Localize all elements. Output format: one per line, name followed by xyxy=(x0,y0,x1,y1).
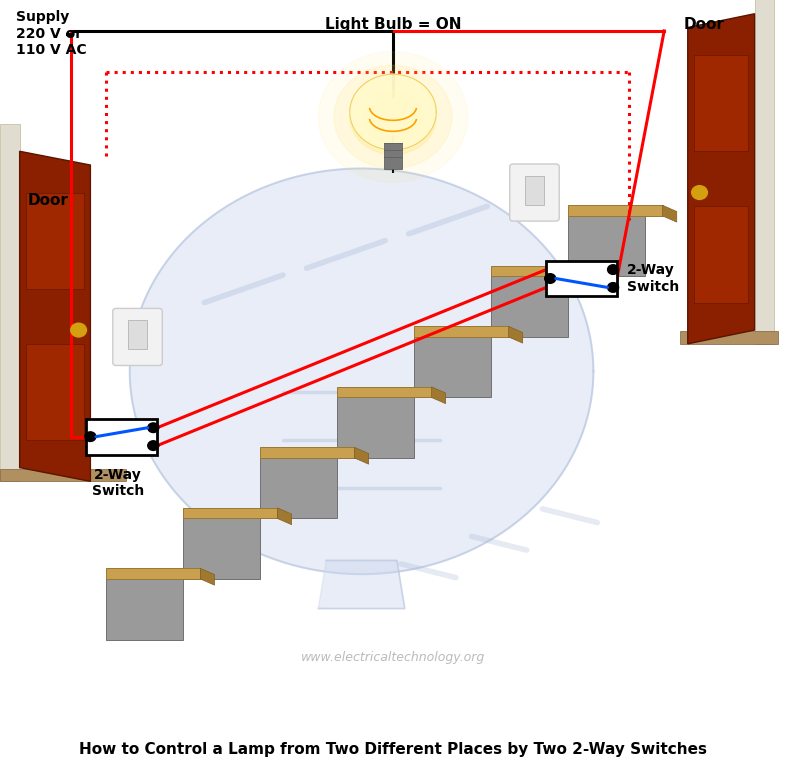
Text: Staircase Wiring Circuit Diagram: Staircase Wiring Circuit Diagram xyxy=(187,697,599,717)
Polygon shape xyxy=(318,560,405,608)
Circle shape xyxy=(545,274,556,284)
Circle shape xyxy=(350,79,436,155)
Polygon shape xyxy=(200,569,215,585)
Bar xyxy=(546,260,617,296)
Polygon shape xyxy=(26,193,84,289)
Text: 2-Way
Switch: 2-Way Switch xyxy=(92,469,144,499)
Bar xyxy=(525,176,544,205)
Circle shape xyxy=(148,423,159,433)
Polygon shape xyxy=(0,469,126,481)
Text: 2-Way
Switch: 2-Way Switch xyxy=(627,263,679,294)
Polygon shape xyxy=(260,448,354,458)
Polygon shape xyxy=(663,205,677,222)
Polygon shape xyxy=(0,124,20,481)
Text: Supply
220 V or
110 V AC: Supply 220 V or 110 V AC xyxy=(16,10,86,57)
Circle shape xyxy=(71,323,86,337)
Circle shape xyxy=(608,283,619,292)
Polygon shape xyxy=(277,508,292,524)
Polygon shape xyxy=(20,152,90,481)
Polygon shape xyxy=(183,518,260,579)
Polygon shape xyxy=(260,458,337,518)
Circle shape xyxy=(692,186,707,200)
Polygon shape xyxy=(183,508,277,518)
Polygon shape xyxy=(491,277,568,337)
Circle shape xyxy=(608,265,619,274)
Circle shape xyxy=(148,441,159,451)
Polygon shape xyxy=(680,332,778,343)
Text: Light Bulb = ON: Light Bulb = ON xyxy=(325,17,461,32)
Polygon shape xyxy=(414,326,509,337)
Text: How to Control a Lamp from Two Different Places by Two 2-Way Switches: How to Control a Lamp from Two Different… xyxy=(79,742,707,757)
Bar xyxy=(384,143,402,169)
Polygon shape xyxy=(106,579,183,639)
Circle shape xyxy=(363,91,423,143)
Text: www.electricaltechnology.org: www.electricaltechnology.org xyxy=(301,650,485,664)
Polygon shape xyxy=(130,169,593,574)
Polygon shape xyxy=(755,0,774,343)
Bar xyxy=(128,320,147,350)
Polygon shape xyxy=(432,387,446,403)
Polygon shape xyxy=(568,205,663,216)
FancyBboxPatch shape xyxy=(510,164,560,221)
Polygon shape xyxy=(694,55,748,152)
Circle shape xyxy=(318,51,468,183)
Polygon shape xyxy=(106,569,200,579)
Bar xyxy=(86,419,157,455)
Polygon shape xyxy=(586,266,600,283)
Polygon shape xyxy=(354,448,369,464)
Polygon shape xyxy=(26,343,84,440)
Polygon shape xyxy=(414,337,491,398)
Polygon shape xyxy=(688,14,755,343)
FancyBboxPatch shape xyxy=(113,308,163,365)
Polygon shape xyxy=(694,207,748,302)
Circle shape xyxy=(334,65,452,169)
Polygon shape xyxy=(491,266,586,277)
Text: Door: Door xyxy=(684,17,725,32)
Polygon shape xyxy=(568,216,645,277)
Polygon shape xyxy=(350,75,436,150)
Polygon shape xyxy=(509,326,523,343)
Circle shape xyxy=(85,432,96,441)
Polygon shape xyxy=(337,387,432,398)
Polygon shape xyxy=(337,398,414,458)
Text: Door: Door xyxy=(28,193,68,207)
